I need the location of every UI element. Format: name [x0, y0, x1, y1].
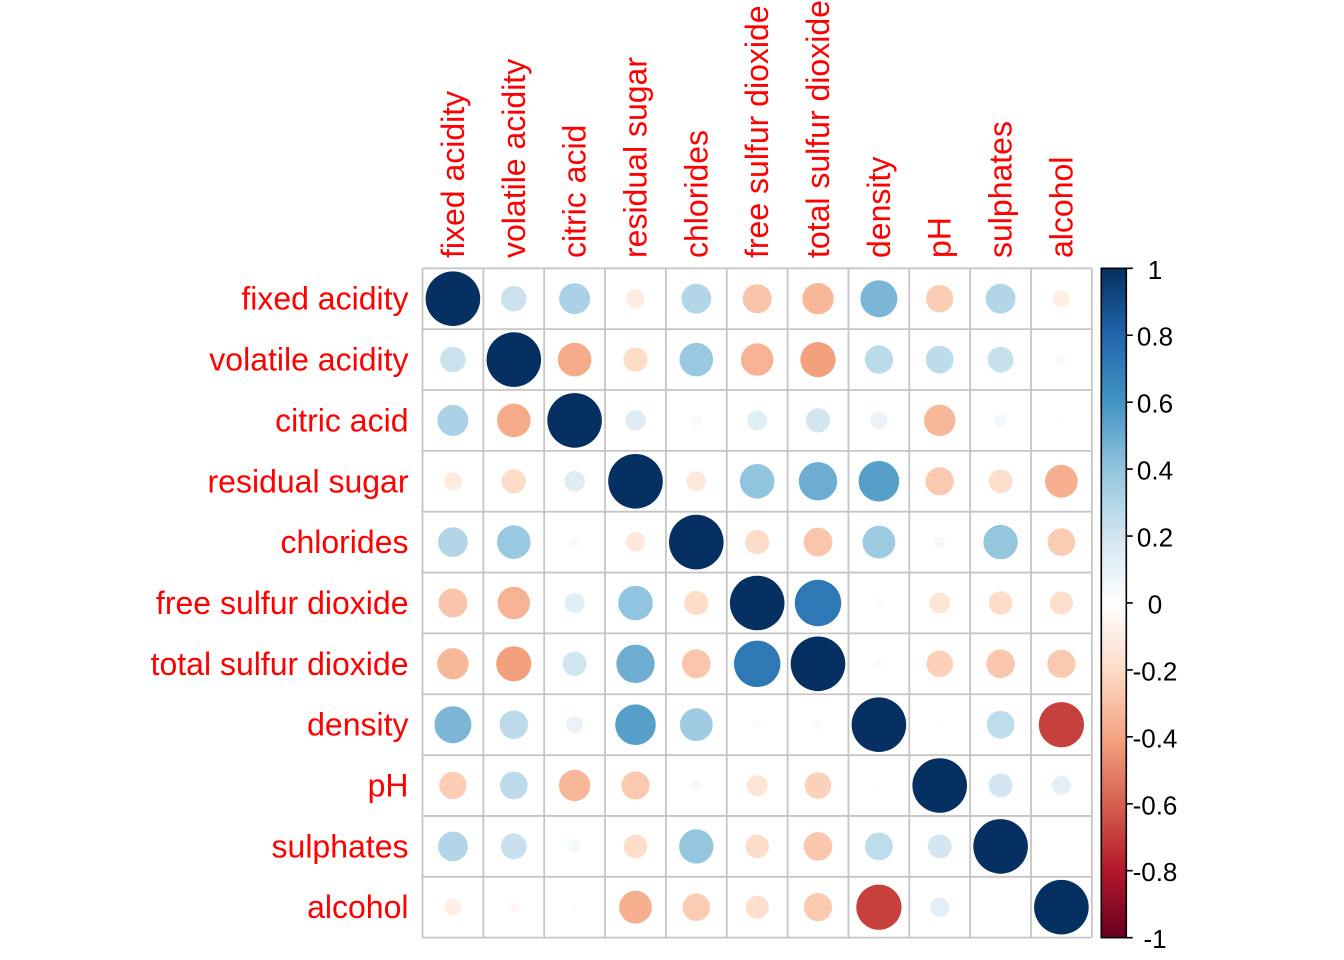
svg-text:density: density	[861, 157, 897, 258]
svg-text:residual sugar: residual sugar	[208, 463, 409, 499]
svg-text:sulphates: sulphates	[983, 121, 1019, 258]
svg-text:residual sugar: residual sugar	[618, 57, 654, 258]
svg-text:density: density	[307, 707, 408, 743]
svg-text:0.8: 0.8	[1137, 322, 1173, 352]
svg-text:-0.2: -0.2	[1133, 656, 1178, 686]
svg-text:sulphates: sulphates	[272, 828, 409, 864]
svg-text:0.2: 0.2	[1137, 523, 1173, 553]
svg-text:-0.8: -0.8	[1133, 857, 1178, 887]
svg-text:pH: pH	[922, 217, 958, 258]
svg-text:free sulfur dioxide: free sulfur dioxide	[156, 585, 409, 621]
svg-text:fixed acidity: fixed acidity	[241, 281, 408, 317]
svg-text:-0.4: -0.4	[1133, 723, 1178, 753]
svg-text:pH: pH	[368, 768, 409, 804]
svg-text:-0.6: -0.6	[1133, 790, 1178, 820]
svg-text:0.6: 0.6	[1137, 389, 1173, 419]
svg-text:0: 0	[1148, 589, 1162, 619]
svg-text:volatile acidity: volatile acidity	[496, 59, 532, 258]
svg-text:fixed acidity: fixed acidity	[435, 91, 471, 258]
svg-text:total sulfur dioxide: total sulfur dioxide	[800, 0, 836, 258]
svg-text:chlorides: chlorides	[280, 524, 408, 560]
svg-text:volatile acidity: volatile acidity	[209, 342, 408, 378]
svg-text:free sulfur dioxide: free sulfur dioxide	[739, 5, 775, 258]
svg-text:citric acid: citric acid	[275, 402, 408, 438]
svg-text:alcohol: alcohol	[307, 889, 408, 925]
svg-text:0.4: 0.4	[1137, 456, 1173, 486]
svg-text:total sulfur dioxide: total sulfur dioxide	[151, 646, 409, 682]
svg-text:-1: -1	[1143, 924, 1166, 954]
svg-text:chlorides: chlorides	[678, 130, 714, 258]
svg-text:citric acid: citric acid	[557, 125, 593, 258]
svg-text:alcohol: alcohol	[1043, 157, 1079, 258]
svg-text:1: 1	[1148, 255, 1162, 285]
